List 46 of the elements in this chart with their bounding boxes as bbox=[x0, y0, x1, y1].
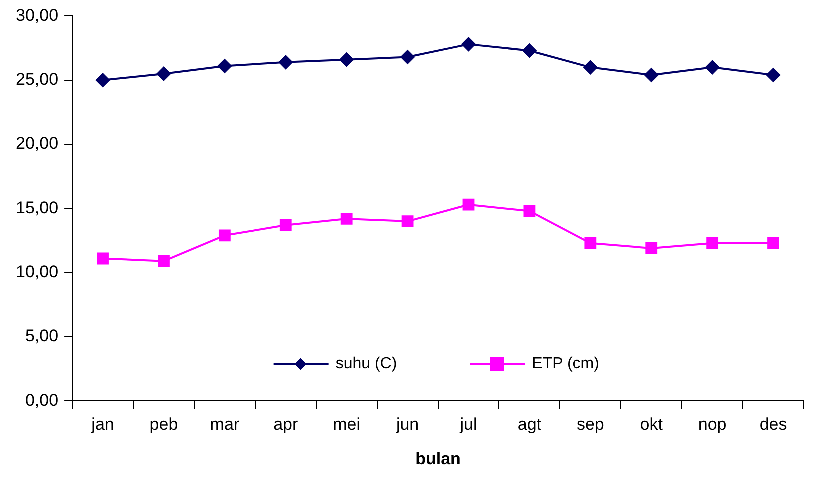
x-tick-label: sep bbox=[576, 415, 604, 434]
x-tick-label: mei bbox=[333, 415, 361, 434]
legend-label: ETP (cm) bbox=[532, 356, 600, 373]
y-tick-label: 10,00 bbox=[16, 262, 59, 282]
y-tick-label: 20,00 bbox=[16, 134, 59, 154]
point bbox=[97, 252, 109, 265]
point bbox=[156, 66, 171, 81]
x-tick-label: nop bbox=[698, 415, 727, 434]
point bbox=[96, 73, 110, 88]
point bbox=[768, 237, 780, 250]
point bbox=[644, 68, 659, 82]
point bbox=[522, 44, 537, 58]
legend-label: suhu (C) bbox=[336, 356, 398, 373]
point bbox=[584, 60, 598, 75]
y-tick-label: 0,00 bbox=[25, 390, 59, 410]
y-tick-label: 25,00 bbox=[16, 70, 59, 90]
x-tick-label: mar bbox=[210, 415, 240, 434]
point bbox=[402, 216, 414, 228]
x-axis-title: bulan bbox=[416, 449, 461, 468]
point bbox=[158, 255, 170, 268]
point bbox=[706, 60, 720, 75]
point bbox=[462, 37, 476, 52]
x-tick-label: apr bbox=[274, 415, 299, 434]
point bbox=[218, 59, 232, 74]
x-tick-label: jul bbox=[459, 415, 478, 434]
point bbox=[462, 198, 475, 211]
y-tick-label: 5,00 bbox=[25, 326, 59, 346]
point bbox=[646, 242, 658, 254]
x-tick-label: okt bbox=[640, 415, 664, 434]
point bbox=[278, 55, 293, 70]
point bbox=[584, 237, 597, 250]
y-tick-label: 30,00 bbox=[16, 6, 59, 25]
point bbox=[280, 219, 292, 232]
x-tick-label: des bbox=[760, 415, 788, 434]
x-tick-label: jan bbox=[90, 415, 114, 434]
point bbox=[524, 205, 536, 218]
point bbox=[706, 237, 719, 250]
point bbox=[340, 213, 353, 225]
point bbox=[766, 68, 781, 82]
y-tick-label: 15,00 bbox=[16, 198, 59, 218]
point bbox=[400, 50, 415, 64]
x-tick-label: agt bbox=[518, 415, 542, 434]
point bbox=[218, 230, 231, 242]
x-tick-label: jun bbox=[395, 415, 420, 434]
point bbox=[340, 52, 354, 67]
x-tick-label: peb bbox=[150, 415, 178, 434]
